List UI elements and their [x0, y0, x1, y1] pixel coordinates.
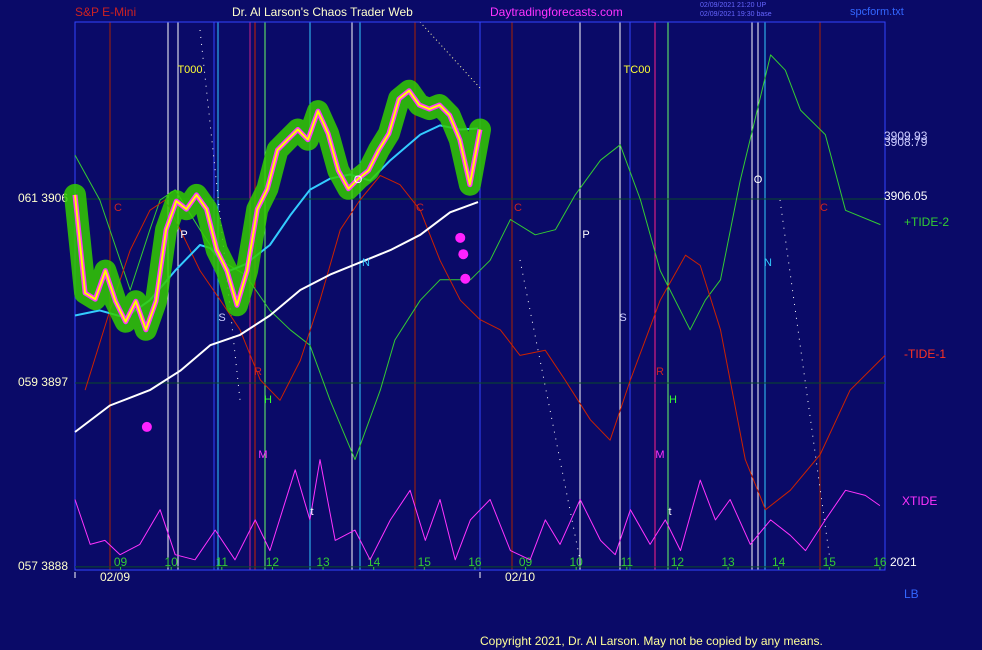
price-label: 3906.05 [884, 189, 928, 203]
site-title: Dr. Al Larson's Chaos Trader Web [232, 5, 413, 19]
day-label: 02/09 [100, 570, 130, 584]
copyright: Copyright 2021, Dr. Al Larson. May not b… [480, 634, 823, 648]
price-label: 3909.93 [884, 129, 928, 143]
event-letter: TC00 [624, 64, 651, 76]
x-tick-label: 13 [721, 555, 735, 569]
price-label: 3908.79 [884, 135, 928, 149]
x-tick-label: 09 [519, 555, 533, 569]
x-tick-label: 16 [468, 555, 482, 569]
event-letter: N [764, 257, 772, 269]
x-tick-label: 12 [266, 555, 280, 569]
event-letter: N [362, 257, 370, 269]
x-tick-label: 12 [671, 555, 685, 569]
pivot-dot [458, 249, 469, 260]
event-letter: T000 [177, 64, 202, 76]
event-letter: P [180, 229, 187, 241]
x-tick-label: 10 [165, 555, 179, 569]
x-tick-label: 15 [823, 555, 837, 569]
dotted-line [419, 21, 481, 89]
series-name: XTIDE [902, 494, 937, 508]
event-letter: O [354, 174, 363, 186]
event-letter: C [820, 202, 828, 214]
series-line [74, 201, 479, 433]
event-letter: t [310, 506, 313, 518]
x-tick-label: 09 [114, 555, 128, 569]
pivot-dot [141, 421, 152, 432]
series-line [74, 459, 881, 561]
x-tick-label: 14 [772, 555, 786, 569]
series-line [74, 89, 481, 331]
series-line [84, 175, 886, 511]
series-name: -TIDE-1 [904, 347, 946, 361]
pivot-dot [455, 232, 466, 243]
corner-label: LB [904, 587, 919, 601]
y-tick-label: 059 3897 [18, 375, 68, 389]
x-tick-label: 10 [570, 555, 584, 569]
pivot-dot [460, 273, 471, 284]
event-letter: C [416, 202, 424, 214]
y-tick-label: 061 3906 [18, 191, 68, 205]
event-letter: H [669, 394, 677, 406]
event-letter: M [258, 449, 267, 461]
event-letter: C [514, 202, 522, 214]
event-letter: S [619, 312, 626, 324]
event-letter: R [656, 366, 664, 378]
event-letter: O [754, 174, 763, 186]
event-letter: H [264, 394, 272, 406]
site-url: Daytradingforecasts.com [490, 5, 623, 19]
event-letter: S [218, 312, 225, 324]
event-letter: P [582, 229, 589, 241]
timestamp: 02/09/2021 21:20 UP [700, 2, 766, 9]
x-tick-label: 13 [316, 555, 330, 569]
x-tick-label: 11 [621, 555, 634, 569]
x-tick-label: 11 [216, 555, 229, 569]
day-label: 02/10 [505, 570, 535, 584]
chart-title: S&P E-Mini [75, 5, 136, 19]
timestamp: 02/09/2021 19:30 base [700, 11, 772, 18]
series-name: +TIDE-2 [904, 215, 949, 229]
y-tick-label: 057 3888 [18, 559, 68, 573]
event-letter: t [668, 506, 671, 518]
x-tick-label: 15 [418, 555, 432, 569]
x-tick-label: 16 [873, 555, 887, 569]
event-letter: R [254, 366, 262, 378]
event-letter: C [114, 202, 122, 214]
file-name: spcform.txt [850, 6, 904, 18]
event-letter: M [655, 449, 664, 461]
year-label: 2021 [890, 555, 917, 569]
